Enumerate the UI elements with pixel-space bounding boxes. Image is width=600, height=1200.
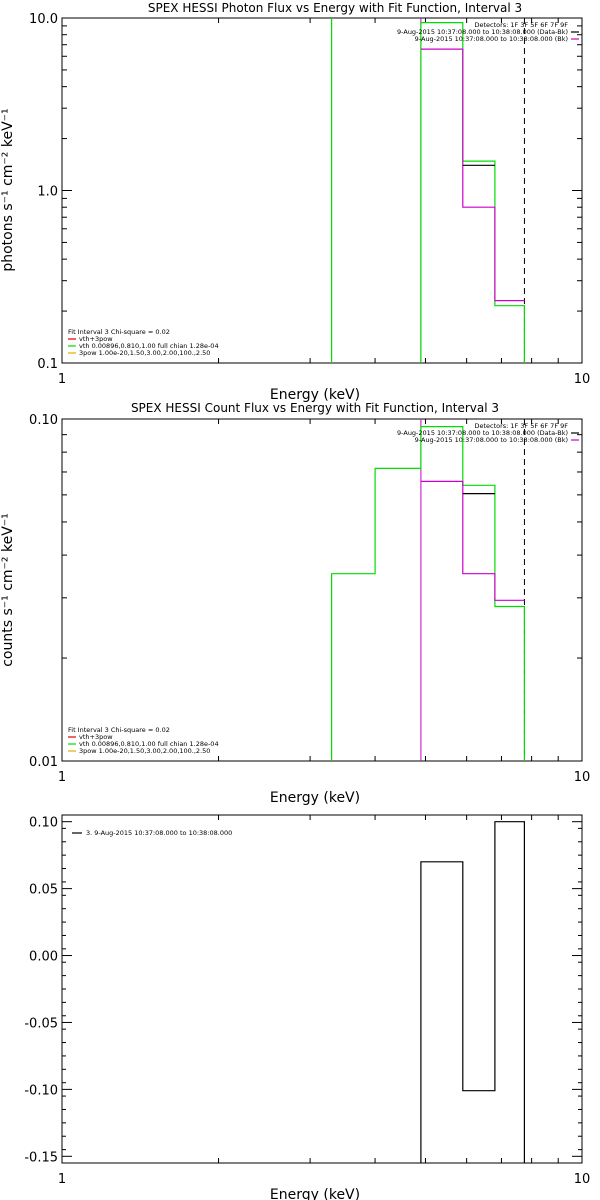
legend-bottom-entry: vth+3pow <box>79 733 113 741</box>
series-magenta-1 <box>420 480 525 601</box>
plot-frame <box>61 418 583 762</box>
plot-frame <box>61 814 583 1164</box>
chart-title: SPEX HESSI Count Flux vs Energy with Fit… <box>131 401 499 415</box>
y-tick-label: 0.1 <box>37 357 58 372</box>
legend-top-entry: 3. 9-Aug-2015 10:37:08.000 to 10:38:08.0… <box>86 829 232 837</box>
legend-top-entry: 9-Aug-2015 10:37:08.000 to 10:38:08.000 … <box>397 429 568 437</box>
legend-bottom-entry: vth 0.00896,0.810,1.00 full chian 1.28e-… <box>79 342 219 350</box>
legend-bottom-entry: vth+3pow <box>79 335 113 343</box>
legend-top-entry: 9-Aug-2015 10:37:08.000 to 10:38:08.000 … <box>397 28 568 36</box>
legend-bottom-entry: Fit Interval 3 Chi-square = 0.02 <box>68 726 170 734</box>
y-tick-label: 0.01 <box>29 755 58 770</box>
y-tick-label: 1.0 <box>37 185 58 200</box>
x-tick-label: 1 <box>58 1172 66 1187</box>
x-axis-label: Energy (keV) <box>270 387 360 403</box>
legend-top-entry: Detectors: 1F 3F 5F 6F 7F 9F <box>474 21 568 29</box>
series-black-0 <box>420 821 526 1163</box>
legend-bottom-entry: Fit Interval 3 Chi-square = 0.02 <box>68 328 170 336</box>
chart-title: SPEX HESSI Photon Flux vs Energy with Fi… <box>148 1 522 15</box>
legend-top-entry: Detectors: 1F 3F 5F 6F 7F 9F <box>474 422 568 430</box>
y-tick-label: -0.10 <box>24 1083 58 1098</box>
series-green-1 <box>420 22 526 363</box>
y-tick-label: -0.05 <box>24 1016 58 1031</box>
legend-top-entry: 9-Aug-2015 10:37:08.000 to 10:38:08.000 … <box>415 35 568 43</box>
x-tick-label: 10 <box>574 770 591 785</box>
legend-bottom-entry: vth 0.00896,0.810,1.00 full chian 1.28e-… <box>79 740 219 748</box>
x-tick-label: 10 <box>574 1172 591 1187</box>
count-flux-panel: SPEX HESSI Count Flux vs Energy with Fit… <box>0 401 590 806</box>
plot-frame <box>61 17 583 364</box>
series-magenta-2 <box>420 48 525 302</box>
series-green-0 <box>331 426 526 761</box>
y-axis-label: photons s⁻¹ cm⁻² keV⁻¹ <box>0 108 16 271</box>
legend-top-entry: 9-Aug-2015 10:37:08.000 to 10:38:08.000 … <box>415 436 568 444</box>
legend-bottom-entry: 3pow 1.00e-20,1.50,3.00,2.00,100.,2.50 <box>79 747 210 755</box>
photon-flux-panel: SPEX HESSI Photon Flux vs Energy with Fi… <box>0 1 590 403</box>
legend-bottom-entry: 3pow 1.00e-20,1.50,3.00,2.00,100.,2.50 <box>79 349 210 357</box>
y-tick-label: 0.05 <box>29 883 58 898</box>
residuals-panel: Energy (keV) 1 10 0.10 0.05 0.00 -0.05 -0.10 -0… <box>24 814 591 1200</box>
y-tick-label: 0.10 <box>29 413 58 428</box>
x-axis-label: Energy (keV) <box>270 790 360 806</box>
x-tick-label: 1 <box>58 770 66 785</box>
y-tick-label: -0.15 <box>24 1150 58 1165</box>
x-axis-label: Energy (keV) <box>270 1187 360 1200</box>
y-tick-label: 0.00 <box>29 950 58 965</box>
x-tick-label: 10 <box>574 372 591 387</box>
x-tick-label: 1 <box>58 372 66 387</box>
y-tick-label: 10.0 <box>29 12 58 27</box>
y-axis-label: counts s⁻¹ cm⁻² keV⁻¹ <box>0 513 16 667</box>
y-tick-label: 0.10 <box>29 816 58 831</box>
